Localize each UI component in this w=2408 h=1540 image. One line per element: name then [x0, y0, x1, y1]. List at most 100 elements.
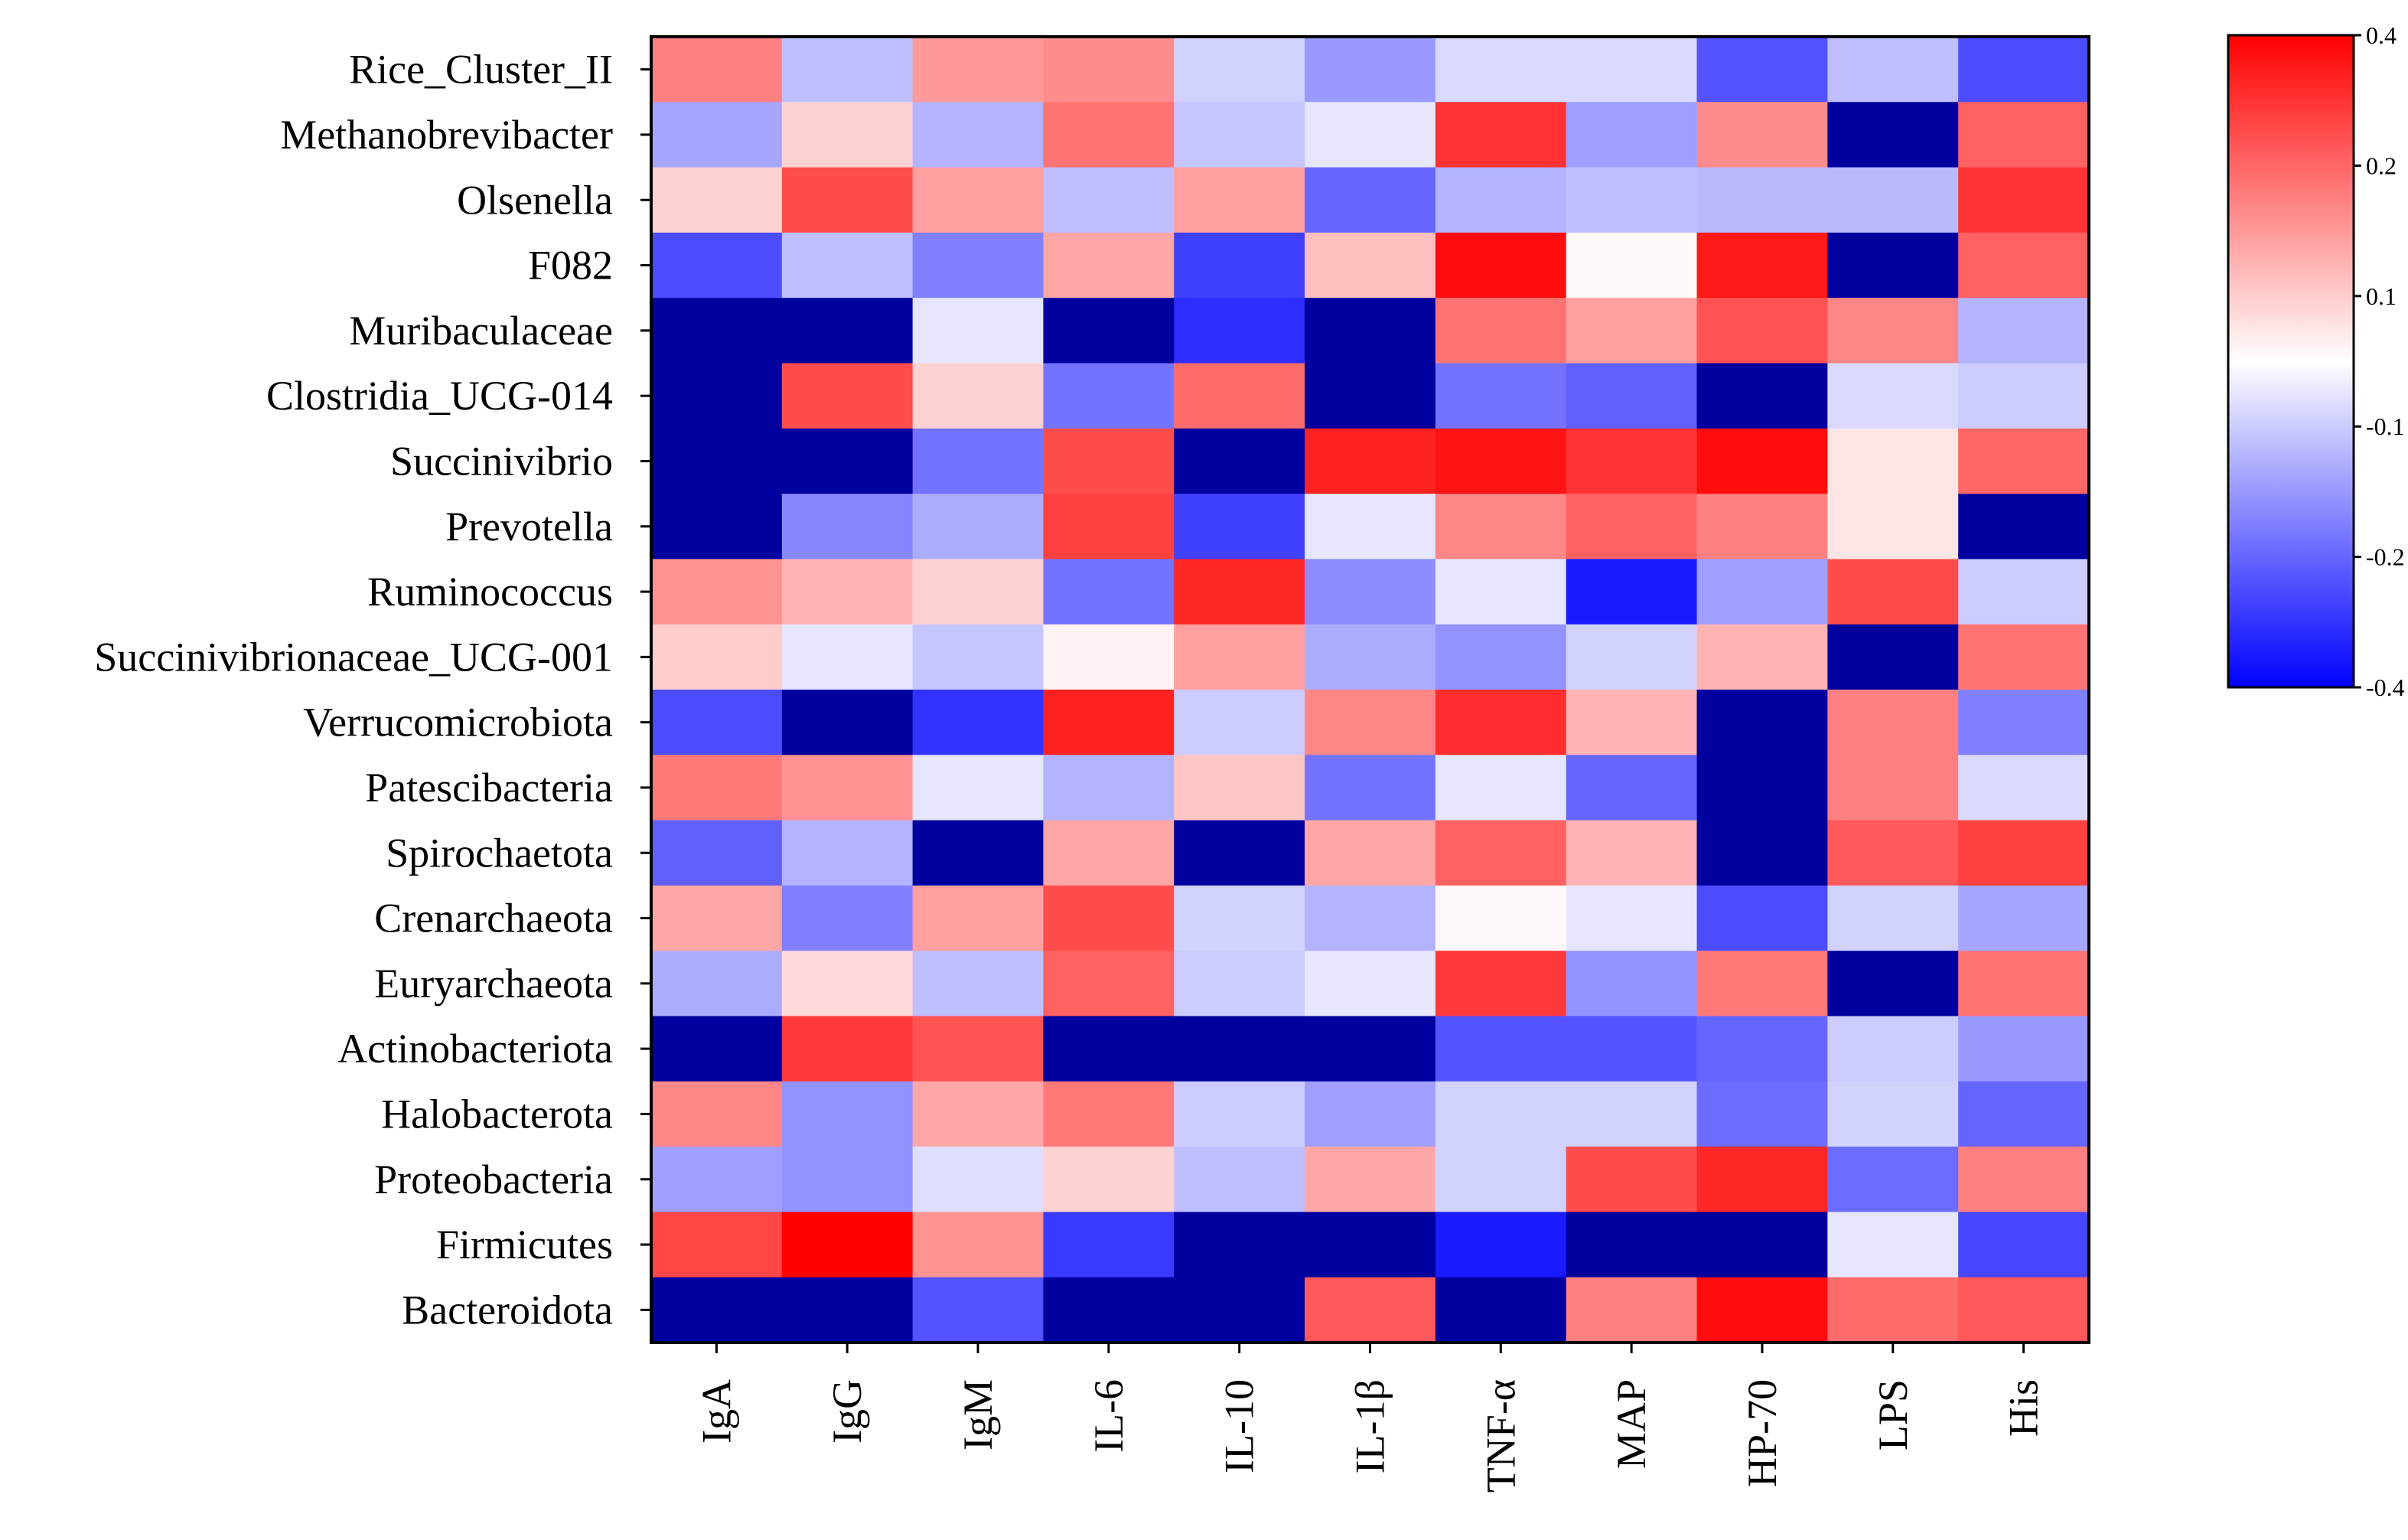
heatmap-cell [1174, 298, 1305, 364]
heatmap-cell [912, 1081, 1044, 1147]
heatmap-cell [1566, 1081, 1698, 1147]
heatmap-cell [1305, 1277, 1436, 1343]
row-label: Patescibacteria [365, 765, 613, 811]
heatmap-cell [1958, 951, 2090, 1017]
colorbar-tick-label: 0.2 [2366, 152, 2397, 179]
heatmap-cell [1958, 690, 2090, 755]
row-label: Euryarchaeota [374, 961, 613, 1007]
heatmap-cell [1827, 363, 1959, 429]
heatmap-cell [1827, 167, 1959, 233]
heatmap-cell [1827, 298, 1959, 364]
heatmap-cell [912, 494, 1044, 560]
heatmap-cell [781, 1277, 914, 1343]
heatmap-cell [651, 167, 783, 233]
heatmap-cell [1174, 102, 1305, 168]
heatmap-cell [1958, 428, 2090, 494]
heatmap-cell [1696, 755, 1828, 821]
heatmap-cell [781, 885, 914, 951]
heatmap-cell [1827, 885, 1959, 951]
heatmap-cell [1305, 232, 1436, 299]
colorbar-tick-label: 0.4 [2366, 21, 2397, 49]
heatmap-cell [1435, 1016, 1567, 1082]
heatmap-cell [1305, 428, 1436, 494]
heatmap-cell [651, 951, 783, 1017]
heatmap-cell [1958, 494, 2090, 560]
heatmap-cell [1305, 690, 1436, 755]
heatmap-cell [781, 559, 914, 625]
heatmap-cell [1827, 690, 1959, 755]
heatmap-cell [1435, 232, 1567, 299]
heatmap-cell [1827, 559, 1959, 625]
heatmap-cell [1566, 494, 1698, 560]
heatmap-cell [1435, 298, 1567, 364]
heatmap-cell [651, 559, 783, 625]
heatmap-cell [912, 363, 1044, 429]
heatmap-cell [781, 690, 914, 755]
heatmap-cell [1958, 885, 2090, 951]
heatmap-cell [1305, 363, 1436, 429]
heatmap-cell [781, 298, 914, 364]
heatmap-cell [1696, 102, 1828, 168]
row-label: Clostridia_UCG-014 [266, 373, 613, 419]
heatmap-cell [1043, 37, 1175, 103]
heatmap-cell [1958, 37, 2090, 103]
heatmap-cell [1827, 624, 1959, 690]
heatmap-cell [1827, 37, 1959, 103]
heatmap-cell [1305, 1212, 1436, 1278]
row-label: Spirochaetota [386, 830, 613, 876]
heatmap-cell [1174, 820, 1305, 886]
heatmap-cell [1305, 624, 1436, 690]
heatmap-cell [912, 820, 1044, 886]
colorbar: 0.4 0.2 0.1 -0.1 -0.2 -0.4 [2227, 21, 2405, 701]
heatmap-cell [1566, 232, 1698, 299]
heatmap-cell [651, 363, 783, 429]
heatmap-cell [1043, 755, 1175, 821]
heatmap-cell [651, 690, 783, 755]
heatmap-cell [781, 494, 914, 560]
heatmap-cells [651, 37, 2090, 1343]
heatmap-cell [1174, 1277, 1305, 1343]
heatmap-cell [1958, 624, 2090, 690]
heatmap-cell [781, 428, 914, 494]
heatmap-cell [651, 624, 783, 690]
heatmap-cell [912, 232, 1044, 299]
heatmap-cell [1696, 428, 1828, 494]
heatmap-cell [651, 298, 783, 364]
heatmap-cell [912, 624, 1044, 690]
heatmap-cell [1043, 102, 1175, 168]
heatmap-cell [651, 102, 783, 168]
heatmap-cell [1566, 1147, 1698, 1212]
colorbar-tick-label: 0.1 [2366, 282, 2397, 310]
heatmap-cell [781, 1081, 914, 1147]
heatmap-cell [651, 1147, 783, 1212]
heatmap-cell [1305, 494, 1436, 560]
heatmap-cell [1174, 1016, 1305, 1082]
heatmap-cell [1174, 690, 1305, 755]
heatmap-cell [1043, 820, 1175, 886]
row-label: Crenarchaeota [374, 896, 613, 941]
heatmap-cell [1958, 559, 2090, 625]
heatmap-cell [1958, 363, 2090, 429]
heatmap-cell [1435, 690, 1567, 755]
heatmap-cell [1696, 951, 1828, 1017]
heatmap-cell [1435, 37, 1567, 103]
colorbar-tick-label: -0.1 [2366, 413, 2405, 440]
row-label: Actinobacteriota [337, 1026, 613, 1072]
heatmap-cell [912, 428, 1044, 494]
heatmap-cell [1958, 1016, 2090, 1082]
heatmap-cell [781, 1147, 914, 1212]
heatmap-cell [1435, 1212, 1567, 1278]
heatmap-cell [1566, 1277, 1698, 1343]
heatmap-cell [781, 951, 914, 1017]
heatmap-cell [1958, 1212, 2090, 1278]
heatmap-cell [1566, 885, 1698, 951]
heatmap-cell [1566, 167, 1698, 233]
heatmap-cell [1435, 755, 1567, 821]
heatmap-cell [1305, 1081, 1436, 1147]
row-label: Ruminococcus [367, 569, 613, 615]
heatmap-cell [1696, 559, 1828, 625]
row-label: Succinivibrionaceae_UCG-001 [94, 634, 613, 680]
heatmap-cell [1696, 298, 1828, 364]
heatmap-cell [1043, 1081, 1175, 1147]
